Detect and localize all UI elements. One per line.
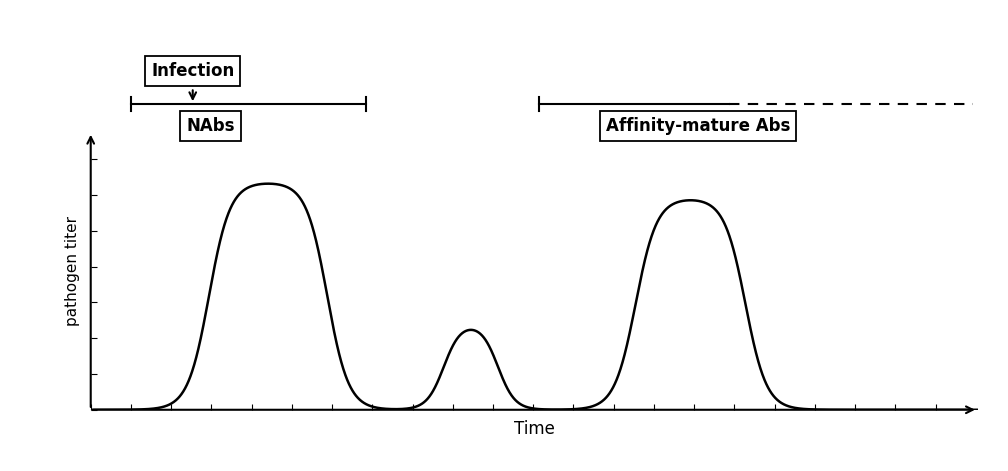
X-axis label: Time: Time: [514, 420, 554, 438]
Text: Affinity-mature Abs: Affinity-mature Abs: [606, 117, 790, 135]
Text: NAbs: NAbs: [186, 117, 235, 135]
Y-axis label: pathogen titer: pathogen titer: [66, 216, 81, 326]
Text: Infection: Infection: [151, 62, 234, 80]
